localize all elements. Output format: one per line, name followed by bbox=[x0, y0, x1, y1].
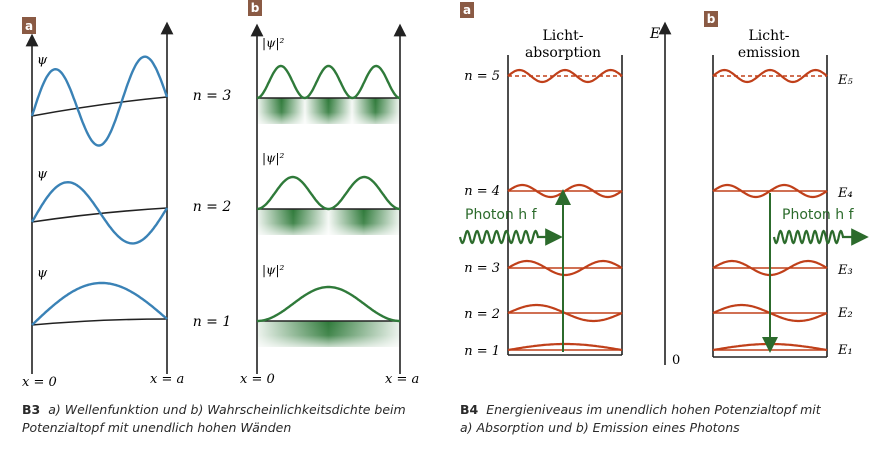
tag-a-right bbox=[460, 2, 474, 18]
caption-b4-line1: Energieniveaus im unendlich hohen Potenz… bbox=[486, 402, 821, 417]
n-label-2: n = 2 bbox=[193, 199, 232, 215]
level-label-4: n = 4 bbox=[464, 184, 500, 199]
absorption-title-2: absorption bbox=[525, 45, 601, 61]
tag-a-right-text: a bbox=[463, 3, 471, 17]
wavefunction-plots bbox=[30, 55, 169, 326]
panel-b3: a b ψ ψ ψ |ψ|² |ψ|² |ψ|² n = 3 n = 2 n =… bbox=[22, 0, 419, 390]
n-label-1: n = 1 bbox=[193, 314, 232, 330]
energy-zero: 0 bbox=[672, 353, 680, 368]
tag-b-right-text: b bbox=[707, 12, 716, 26]
emission-title-2: emission bbox=[738, 45, 800, 61]
tag-b-right bbox=[704, 11, 718, 27]
outgoing-photon bbox=[772, 229, 845, 245]
incoming-photon bbox=[458, 229, 540, 245]
level-label-3: n = 3 bbox=[464, 261, 500, 276]
caption-b3: B3 a) Wellenfunktion und b) Wahrscheinlic… bbox=[22, 401, 442, 437]
density-plots bbox=[256, 64, 401, 347]
caption-b3-line2: Potenzialtopf mit unendlich hohen Wänden bbox=[22, 420, 292, 435]
tag-a-left bbox=[22, 17, 36, 34]
density-n1 bbox=[257, 285, 400, 323]
energy-axis-label: E bbox=[649, 26, 660, 42]
level-wave-abs-n5 bbox=[507, 68, 623, 84]
tag-a-left-text: a bbox=[25, 19, 33, 33]
psi-label-2: ψ bbox=[37, 167, 48, 182]
energy-label-5: E₅ bbox=[837, 73, 853, 88]
tag-b-left bbox=[248, 0, 262, 16]
level-label-2: n = 2 bbox=[464, 307, 500, 322]
energy-levels bbox=[507, 68, 828, 352]
level-wave-abs-n3 bbox=[507, 259, 623, 277]
emission-title-1: Licht- bbox=[749, 28, 790, 44]
psi-sq-label-1: |ψ|² bbox=[262, 263, 284, 277]
tag-b-left-text: b bbox=[251, 1, 260, 15]
psi-label-3: ψ bbox=[37, 53, 48, 68]
x-zero-b: x = 0 bbox=[240, 372, 275, 387]
energy-label-4: E₄ bbox=[837, 186, 853, 201]
n-label-3: n = 3 bbox=[193, 88, 232, 104]
density-n2 bbox=[256, 175, 401, 211]
absorption-title-1: Licht- bbox=[543, 28, 584, 44]
level-wave-em-n4 bbox=[712, 183, 828, 199]
caption-b4-line2: a) Absorption und b) Emission eines Phot… bbox=[460, 420, 740, 435]
energy-label-1: E₁ bbox=[837, 343, 853, 358]
caption-b3-line1: a) Wellenfunktion und b) Wahrscheinlichk… bbox=[48, 402, 406, 417]
level-wave-abs-n2 bbox=[507, 303, 623, 323]
caption-b4-number: B4 bbox=[460, 402, 479, 417]
panel-b4: a b Licht- absorption Licht- emission E … bbox=[458, 2, 869, 368]
x-a-a: x = a bbox=[150, 372, 184, 387]
psi-sq-label-2: |ψ|² bbox=[262, 151, 284, 165]
wavefunction-n2 bbox=[30, 180, 169, 245]
psi-sq-label-3: |ψ|² bbox=[262, 36, 284, 50]
level-label-5: n = 5 bbox=[464, 69, 500, 84]
caption-b4: B4 Energieniveaus im unendlich hohen Pote… bbox=[460, 401, 880, 437]
photon-label-abs: Photon h f bbox=[465, 207, 538, 223]
baseline-n3 bbox=[31, 96, 168, 117]
level-label-1: n = 1 bbox=[464, 344, 500, 359]
photon-label-em: Photon h f bbox=[782, 207, 855, 223]
level-wave-abs-n1 bbox=[507, 342, 623, 352]
level-wave-em-n5 bbox=[712, 68, 828, 84]
wavefunction-n1 bbox=[31, 281, 168, 326]
x-a-b: x = a bbox=[385, 372, 419, 387]
psi-label-1: ψ bbox=[37, 266, 48, 281]
caption-b3-number: B3 bbox=[22, 402, 41, 417]
density-n3 bbox=[256, 64, 401, 100]
x-zero-a: x = 0 bbox=[22, 375, 57, 390]
baseline-n1 bbox=[31, 318, 168, 326]
wavefunction-n3 bbox=[30, 55, 169, 147]
energy-label-3: E₃ bbox=[837, 263, 853, 278]
energy-label-2: E₂ bbox=[837, 306, 853, 321]
